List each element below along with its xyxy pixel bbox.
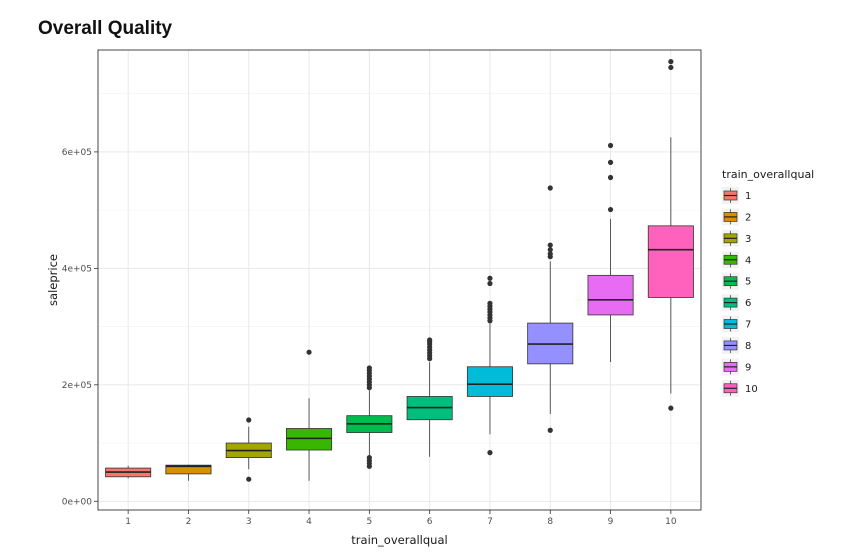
x-tick-label: 4 <box>306 517 312 527</box>
y-tick-label: 0e+00 <box>62 497 93 507</box>
legend-item-8: 8 <box>722 336 751 354</box>
box-rect <box>165 464 212 475</box>
box-group-6 <box>406 337 453 457</box>
box-rect <box>286 428 333 451</box>
outlier-point <box>668 405 674 411</box>
legend-item-7: 7 <box>722 315 751 333</box>
legend-item-10: 10 <box>722 379 758 397</box>
outlier-point <box>366 365 372 371</box>
outlier-point <box>547 251 553 257</box>
box-group-2 <box>165 464 212 481</box>
legend-title: train_overallqual <box>722 168 814 181</box>
y-tick-label: 2e+05 <box>62 381 92 391</box>
outlier-point <box>547 427 553 433</box>
outlier-point <box>487 450 493 456</box>
legend-item-3: 3 <box>722 229 751 247</box>
legend-item-5: 5 <box>722 272 751 290</box>
axis-layer: 0e+00 2e+05 4e+05 6e+05 1 2 3 4 5 6 7 8 9 10 <box>62 148 677 527</box>
outlier-point <box>427 337 433 343</box>
legend-label: 6 <box>745 298 751 309</box>
legend-label: 2 <box>745 212 751 223</box>
outlier-point <box>668 59 674 65</box>
box-rect <box>466 366 513 397</box>
box-layer <box>105 59 694 482</box>
outlier-point <box>366 454 372 461</box>
legend-label: 3 <box>745 234 751 245</box>
legend-label: 8 <box>745 341 751 352</box>
x-tick-label: 2 <box>186 517 192 527</box>
box-rect <box>647 225 694 298</box>
legend-item-9: 9 <box>722 358 751 376</box>
outlier-point <box>547 185 553 191</box>
legend-label: 7 <box>745 320 751 331</box>
outlier-point <box>547 247 553 253</box>
outlier-point <box>607 174 614 181</box>
outlier-point <box>487 275 493 281</box>
outlier-point <box>246 476 252 482</box>
box-group-8 <box>527 185 574 433</box>
box-group-1 <box>105 465 152 479</box>
box-rect <box>587 274 634 316</box>
box-group-7 <box>466 275 513 456</box>
plot-panel-border <box>97 49 702 511</box>
box-group-5 <box>346 365 393 469</box>
outlier-point <box>607 206 614 213</box>
legend-item-1: 1 <box>722 187 751 204</box>
x-tick-label: 5 <box>366 517 372 527</box>
x-tick-label: 9 <box>608 517 614 527</box>
legend-label: 9 <box>745 362 751 373</box>
legend: train_overallqual 1 2 3 4 5 6 7 8 9 10 <box>722 168 814 397</box>
x-tick-label: 7 <box>487 517 493 527</box>
legend-item-2: 2 <box>722 208 751 226</box>
legend-label: 4 <box>745 255 751 266</box>
x-tick-label: 1 <box>125 517 131 527</box>
outlier-point <box>607 159 614 165</box>
box-group-10 <box>647 59 694 411</box>
x-axis-title: train_overallqual <box>351 533 447 547</box>
legend-label: 10 <box>745 384 758 395</box>
outlier-point <box>547 242 553 248</box>
outlier-point <box>668 64 674 71</box>
outlier-point <box>487 280 493 287</box>
x-tick-label: 8 <box>547 517 553 527</box>
box-group-3 <box>225 417 272 482</box>
legend-item-4: 4 <box>722 251 751 269</box>
box-group-9 <box>587 142 634 363</box>
outlier-point <box>246 417 252 423</box>
outlier-point <box>607 142 614 149</box>
box-group-4 <box>286 349 333 481</box>
page-title: Overall Quality <box>38 18 173 39</box>
y-tick-label: 6e+05 <box>62 148 92 158</box>
legend-label: 5 <box>745 277 751 288</box>
legend-label: 1 <box>745 191 751 202</box>
y-tick-label: 4e+05 <box>62 264 92 274</box>
x-tick-label: 3 <box>246 517 252 527</box>
outlier-point <box>487 300 493 306</box>
legend-item-6: 6 <box>722 294 751 312</box>
outlier-point <box>306 349 312 355</box>
x-tick-label: 6 <box>427 517 433 527</box>
x-tick-label: 10 <box>665 517 677 527</box>
y-axis-title: saleprice <box>46 254 60 306</box>
